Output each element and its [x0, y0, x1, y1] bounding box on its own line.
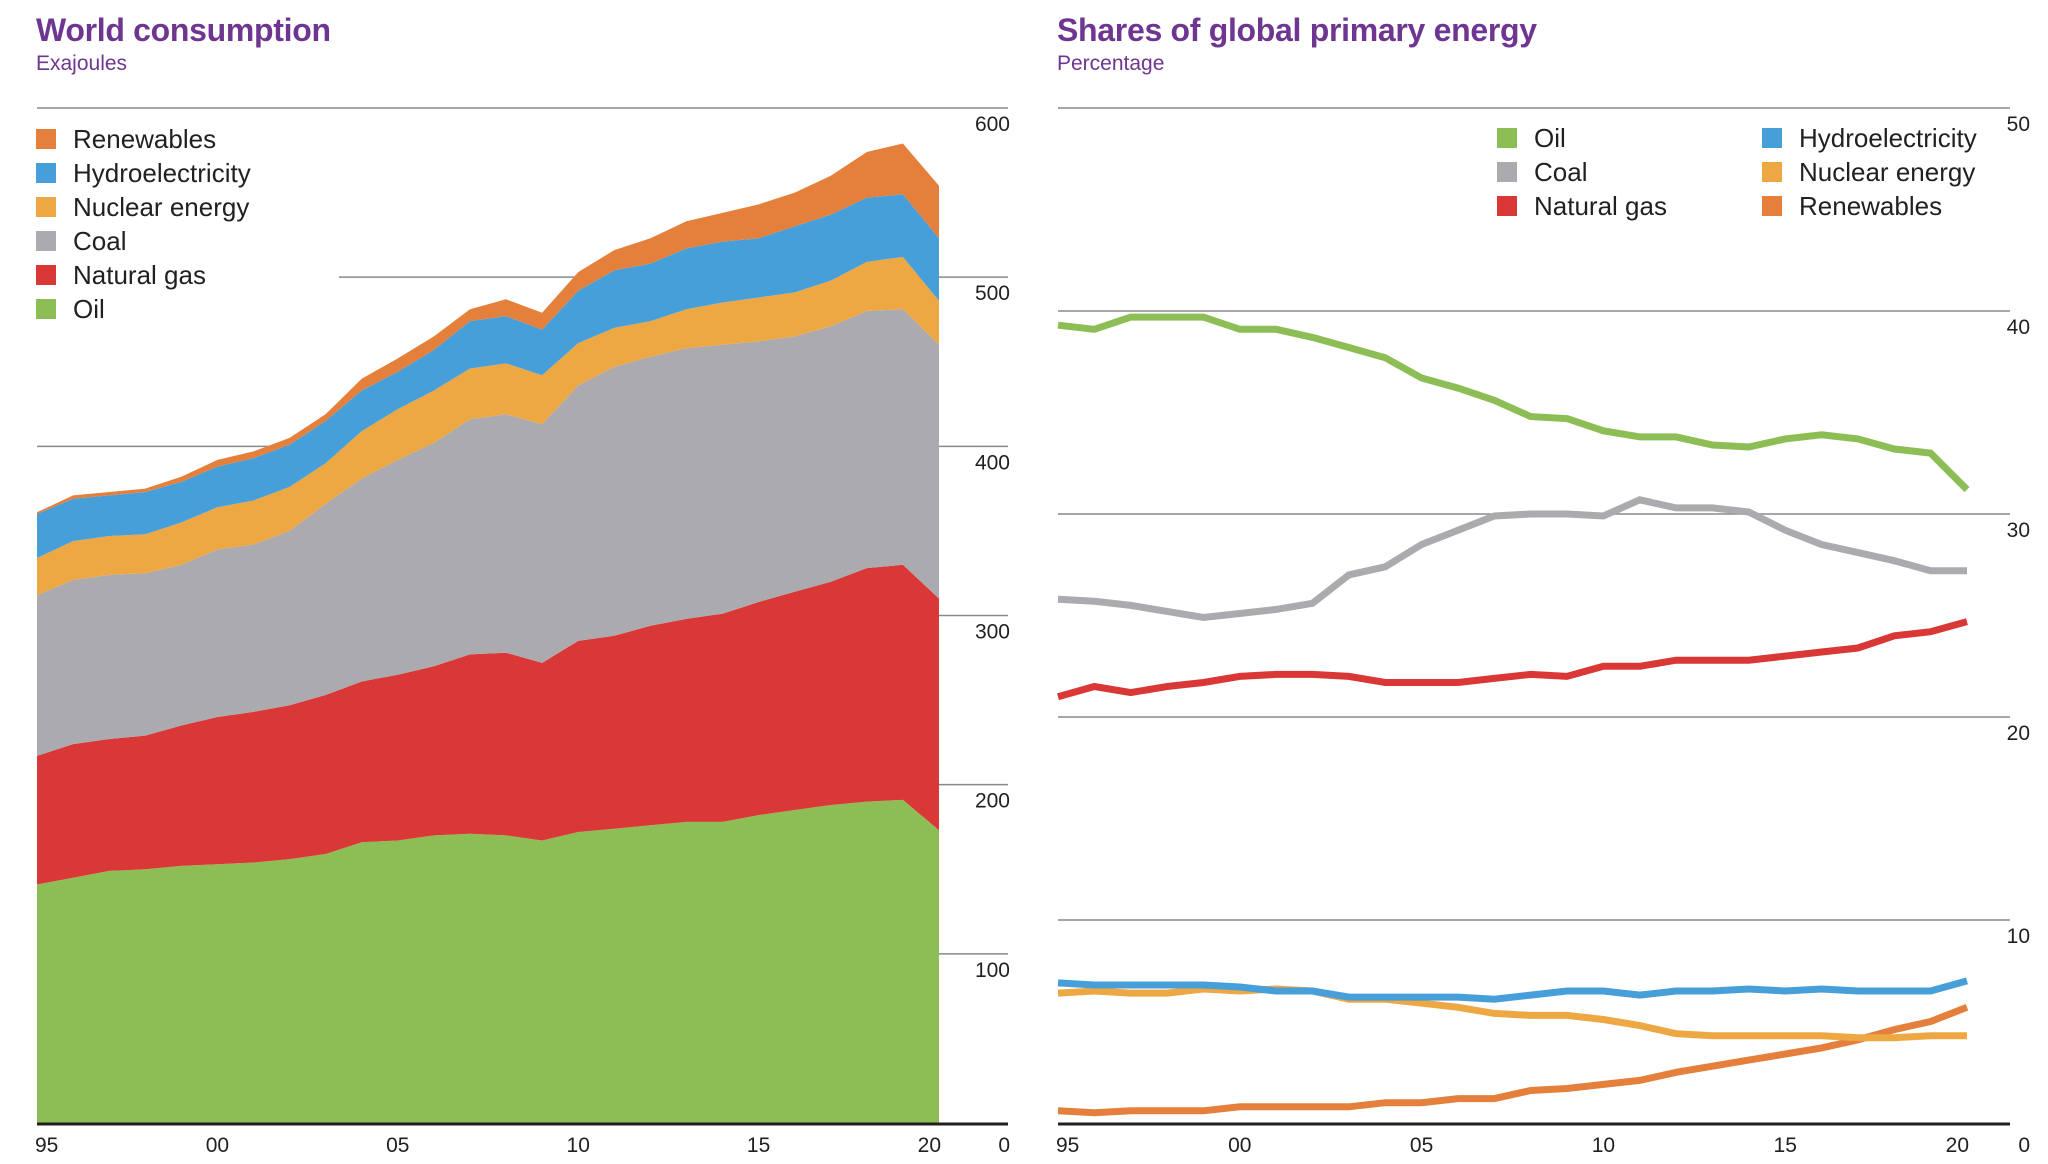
line-nuclear-energy — [1057, 985, 1967, 1042]
legend-swatch-renewables — [1762, 196, 1782, 216]
left-y-tick-label: 0 — [998, 1134, 1010, 1157]
right-chart-legend-col-1: Oil Coal Natural gas — [1497, 121, 1667, 223]
legend-swatch-nuclear-energy — [36, 197, 56, 217]
area-oil — [37, 799, 939, 1123]
right-x-tick-label: 20 — [1946, 1134, 1969, 1157]
legend-label: Nuclear energy — [73, 191, 250, 222]
legend-label: Hydroelectricity — [73, 157, 251, 188]
legend-item-hydroelectricity: Hydroelectricity — [1762, 121, 1977, 155]
left-x-tick-label: 20 — [918, 1134, 941, 1157]
left-y-tick-label: 100 — [975, 959, 1010, 982]
left-chart-subtitle: Exajoules — [36, 52, 128, 75]
legend-item-renewables: Renewables — [1762, 189, 1977, 223]
legend-label: Nuclear energy — [1799, 156, 1976, 187]
right-y-tick-label: 50 — [2007, 113, 2030, 136]
left-x-tick-label: 95 — [35, 1134, 58, 1157]
left-y-tick-label: 500 — [975, 282, 1010, 305]
line-oil — [1057, 313, 1970, 493]
legend-label: Hydroelectricity — [1799, 122, 1977, 153]
right-y-tick-label: 40 — [2007, 316, 2030, 339]
left-y-tick-label: 300 — [975, 621, 1010, 644]
left-x-tick-label: 00 — [206, 1134, 229, 1157]
line-hydroelectricity — [1057, 977, 1968, 1003]
area-renewables — [37, 143, 939, 514]
right-chart-title: Shares of global primary energy — [1057, 12, 1537, 48]
legend-item-oil: Oil — [1497, 121, 1667, 155]
legend-swatch-oil — [1497, 128, 1517, 148]
legend-swatch-natural-gas — [1497, 196, 1517, 216]
legend-label: Oil — [1534, 122, 1566, 153]
legend-label: Oil — [73, 293, 105, 324]
right-chart-legend-col-2: Hydroelectricity Nuclear energy Renewables — [1762, 121, 1977, 223]
right-x-tick-label: 05 — [1410, 1134, 1433, 1157]
line-natural-gas — [1057, 618, 1968, 701]
legend-item-nuclear-energy: Nuclear energy — [36, 190, 251, 224]
left-x-tick-label: 10 — [567, 1134, 590, 1157]
left-y-tick-label: 400 — [975, 451, 1010, 474]
right-x-tick-label: 95 — [1056, 1134, 1079, 1157]
legend-item-coal: Coal — [1497, 155, 1667, 189]
left-x-tick-label: 05 — [386, 1134, 409, 1157]
legend-item-coal: Coal — [36, 224, 251, 258]
right-y-tick-label: 10 — [2007, 925, 2030, 948]
legend-swatch-coal — [36, 231, 56, 251]
area-nuclear-energy — [37, 256, 939, 596]
legend-label: Renewables — [1799, 190, 1943, 221]
legend-swatch-hydroelectricity — [1762, 128, 1782, 148]
right-x-tick-label: 00 — [1228, 1134, 1251, 1157]
legend-label: Natural gas — [1534, 190, 1667, 221]
legend-swatch-natural-gas — [36, 265, 56, 285]
line-renewables — [1057, 1004, 1969, 1117]
legend-item-renewables: Renewables — [36, 122, 251, 156]
left-y-tick-label: 200 — [975, 790, 1010, 813]
legend-item-natural-gas: Natural gas — [36, 258, 251, 292]
right-y-tick-label: 20 — [2007, 722, 2030, 745]
legend-item-nuclear-energy: Nuclear energy — [1762, 155, 1977, 189]
legend-label: Coal — [73, 225, 127, 256]
right-chart-axis: 0 10 20 30 40 50 95 00 05 10 15 20 — [1056, 113, 2030, 1157]
legend-swatch-hydroelectricity — [36, 163, 56, 183]
legend-swatch-coal — [1497, 162, 1517, 182]
right-chart-lines — [1057, 313, 1970, 1117]
area-hydroelectricity — [37, 194, 939, 559]
left-chart-title: World consumption — [36, 12, 331, 48]
legend-swatch-renewables — [36, 129, 56, 149]
legend-item-natural-gas: Natural gas — [1497, 189, 1667, 223]
right-y-tick-label: 0 — [2018, 1134, 2030, 1157]
legend-swatch-oil — [36, 299, 56, 319]
right-y-tick-label: 30 — [2007, 519, 2030, 542]
right-x-tick-label: 15 — [1774, 1134, 1797, 1157]
area-coal — [37, 309, 939, 756]
left-chart-axis: 0 100 200 300 400 500 600 95 00 05 10 15 20 — [35, 113, 1010, 1157]
legend-item-hydroelectricity: Hydroelectricity — [36, 156, 251, 190]
right-chart-subtitle: Percentage — [1057, 52, 1165, 75]
left-y-tick-label: 600 — [975, 113, 1010, 136]
left-chart-areas — [37, 143, 939, 1123]
left-x-tick-label: 15 — [747, 1134, 770, 1157]
legend-label: Coal — [1534, 156, 1588, 187]
legend-label: Natural gas — [73, 259, 206, 290]
left-chart-legend: Renewables Hydroelectricity Nuclear energy… — [36, 122, 251, 326]
legend-label: Renewables — [73, 123, 217, 154]
legend-item-oil: Oil — [36, 292, 251, 326]
right-x-tick-label: 10 — [1592, 1134, 1615, 1157]
line-coal — [1057, 496, 1967, 622]
legend-swatch-nuclear-energy — [1762, 162, 1782, 182]
area-natural-gas — [37, 564, 939, 885]
